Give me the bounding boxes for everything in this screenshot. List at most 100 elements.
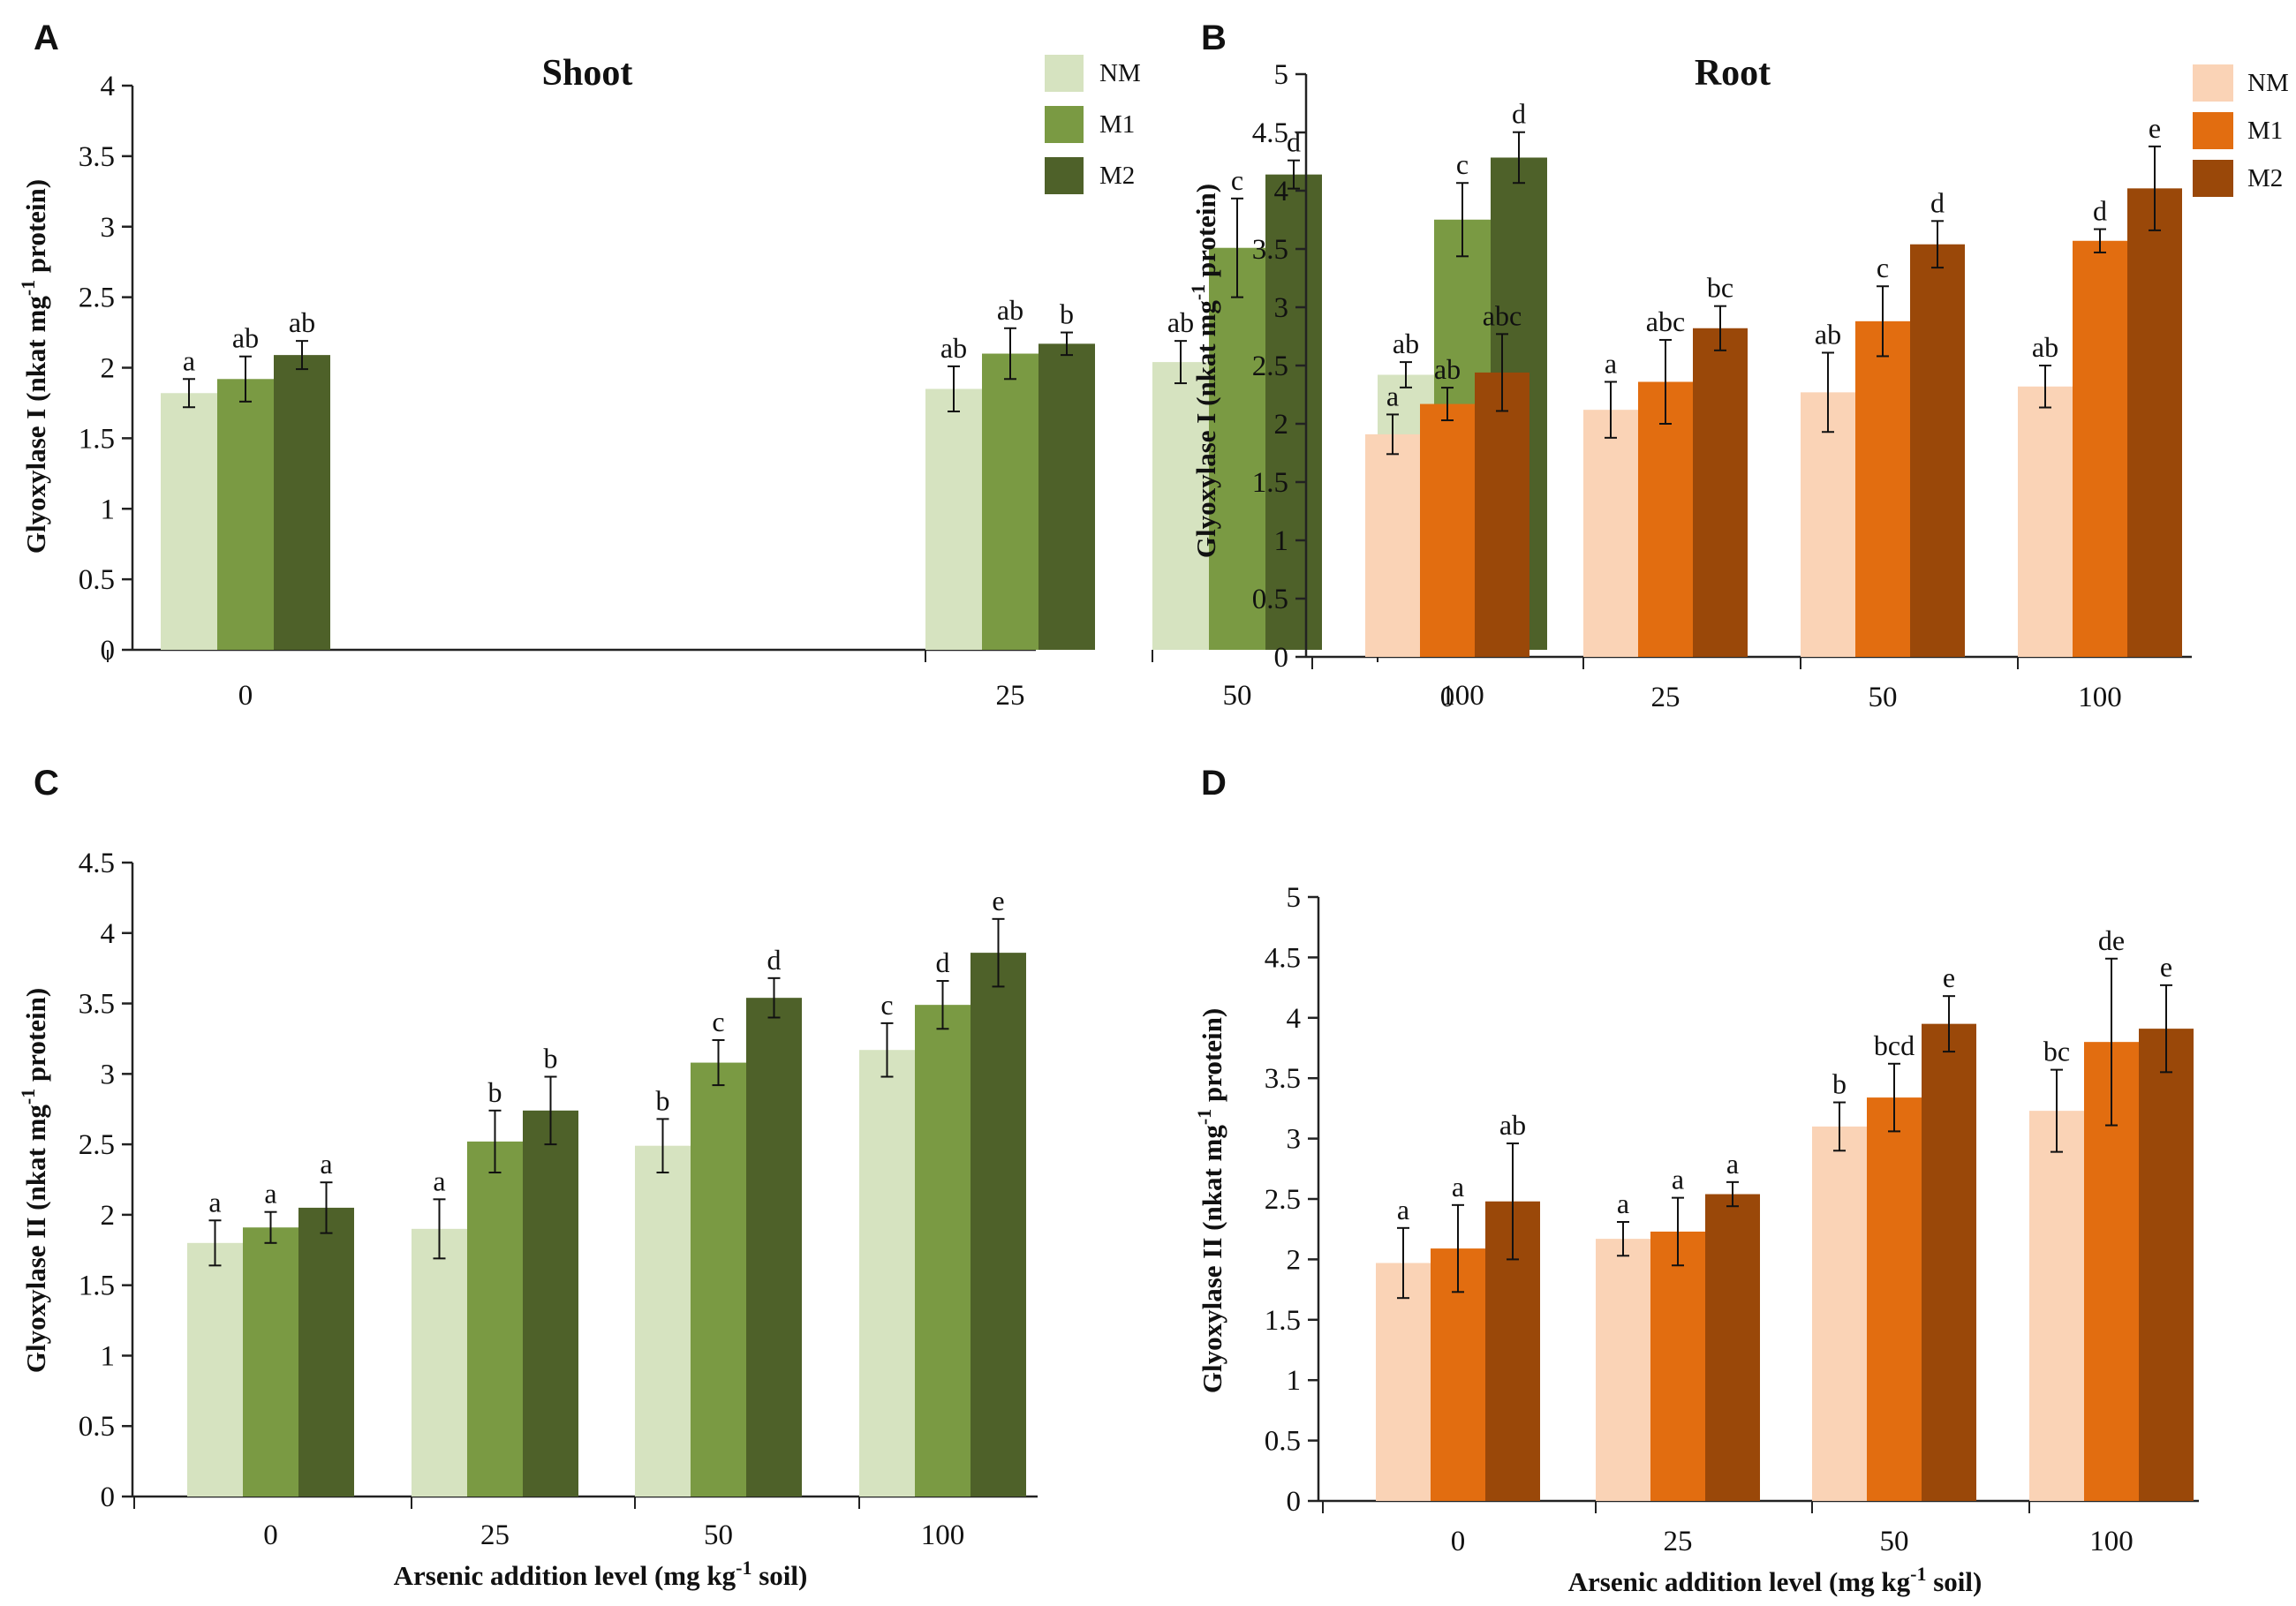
significance-label: b [488, 1076, 502, 1108]
significance-label: d [2093, 195, 2107, 227]
bar [971, 953, 1026, 1497]
y-tick-label: 5 [1274, 59, 1289, 91]
significance-label: a [1386, 380, 1399, 411]
y-tick-label: 1.5 [1252, 467, 1288, 499]
significance-label: d [767, 944, 782, 976]
significance-label: d [1512, 98, 1526, 130]
panel-letter: A [34, 19, 59, 57]
y-tick-label: 2.5 [79, 283, 115, 314]
significance-label: e [2160, 951, 2172, 983]
y-tick-label: 2.5 [1265, 1184, 1301, 1216]
bar [1693, 328, 1748, 657]
x-axis-title: Arsenic addition level (mg kg-1 soil) [394, 1557, 808, 1591]
legend-label: M2 [1099, 162, 1135, 190]
x-tick-label: 50 [1880, 1526, 1909, 1557]
y-tick-label: 0.5 [1252, 584, 1288, 615]
significance-label: a [1452, 1171, 1464, 1203]
x-tick-label: 50 [1869, 682, 1898, 713]
y-tick-label: 3 [1287, 1124, 1302, 1156]
y-tick-label: 3.5 [1265, 1063, 1301, 1095]
bar [1475, 372, 1529, 657]
significance-label: d [936, 946, 950, 978]
bar [1152, 362, 1209, 650]
bar [1265, 174, 1322, 650]
bar [217, 379, 274, 650]
significance-label: e [1943, 961, 1955, 993]
significance-label: a [1617, 1188, 1629, 1219]
legend-label: NM [2247, 69, 2289, 97]
y-tick-label: 4 [101, 71, 116, 102]
significance-label: bc [1707, 272, 1733, 304]
significance-label: b [544, 1043, 558, 1074]
y-tick-label: 4.5 [1265, 942, 1301, 974]
significance-label: ab [1434, 353, 1461, 385]
bar [2139, 1029, 2194, 1501]
y-tick-label: 3 [1274, 292, 1289, 324]
y-tick-label: 1 [101, 494, 116, 525]
legend-swatch [1045, 55, 1084, 92]
x-tick-label: 25 [1651, 682, 1680, 713]
bar [187, 1242, 243, 1497]
legend-swatch [2193, 64, 2233, 102]
panel-a: AShoot00.511.522.533.54aabab0ababb25abcd… [17, 19, 1547, 712]
bar [635, 1145, 691, 1497]
bar [1038, 343, 1095, 650]
significance-label: bcd [1874, 1029, 1915, 1061]
bar [2029, 1111, 2084, 1501]
legend: NM M1 M2 [2193, 64, 2289, 197]
significance-label: abc [1483, 299, 1522, 331]
x-tick-label: 25 [1664, 1526, 1693, 1557]
y-tick-label: 2.5 [1252, 351, 1288, 382]
significance-label: ab [1167, 306, 1194, 338]
significance-label: a [320, 1148, 332, 1180]
y-tick-label: 1 [1274, 525, 1289, 557]
y-tick-label: 2 [1274, 409, 1289, 441]
significance-label: ab [1499, 1109, 1526, 1141]
significance-label: a [1672, 1164, 1684, 1195]
x-tick-label: 0 [263, 1519, 278, 1551]
x-tick-label: 50 [704, 1519, 733, 1551]
significance-label: a [1605, 347, 1617, 379]
significance-label: c [712, 1006, 724, 1037]
significance-label: b [656, 1084, 670, 1116]
y-tick-label: 0 [101, 1482, 116, 1513]
bar [2073, 240, 2127, 657]
y-axis-title: Glyoxylase I (nkat mg-1 protein) [1187, 184, 1221, 558]
significance-label: ab [997, 294, 1023, 326]
bar [1420, 403, 1475, 657]
x-tick-label: 100 [2089, 1526, 2134, 1557]
significance-label: a [183, 344, 195, 376]
y-tick-label: 0.5 [1265, 1426, 1301, 1458]
significance-label: ab [2032, 331, 2058, 363]
significance-label: ab [1815, 318, 1841, 350]
significance-label: b [1060, 298, 1074, 330]
significance-label: e [992, 885, 1004, 916]
x-tick-label: 100 [1440, 680, 1484, 712]
bar [915, 1005, 971, 1497]
panel-letter: B [1201, 19, 1227, 57]
bar [1922, 1023, 1976, 1501]
y-tick-label: 2 [101, 1200, 116, 1232]
x-tick-label: 100 [2078, 682, 2122, 713]
y-tick-label: 4 [1274, 176, 1289, 207]
significance-label: ab [289, 306, 315, 338]
bar [1596, 1239, 1650, 1501]
significance-label: a [1726, 1148, 1739, 1180]
bar [1867, 1097, 1922, 1501]
y-tick-label: 0 [1287, 1486, 1302, 1518]
legend-swatch [2193, 112, 2233, 149]
y-tick-label: 1.5 [79, 1270, 115, 1302]
x-tick-label: 0 [1440, 682, 1455, 713]
panel-b: BRoot00.511.522.533.544.55aababc0aabcbc2… [1187, 19, 2289, 713]
bar [1812, 1126, 1867, 1501]
y-axis-title: Glyoxylase I (nkat mg-1 protein) [17, 179, 51, 554]
y-tick-label: 3.5 [79, 141, 115, 173]
significance-label: a [433, 1165, 445, 1196]
panel-title: Root [1695, 53, 1771, 94]
significance-label: c [880, 989, 893, 1021]
y-tick-label: 3 [101, 1059, 116, 1090]
x-tick-label: 100 [921, 1519, 965, 1551]
significance-label: de [2098, 924, 2125, 956]
significance-label: b [1832, 1068, 1847, 1100]
significance-label: a [208, 1186, 221, 1218]
